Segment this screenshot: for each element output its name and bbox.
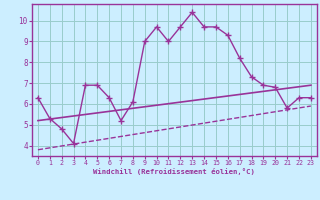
X-axis label: Windchill (Refroidissement éolien,°C): Windchill (Refroidissement éolien,°C) [93,168,255,175]
